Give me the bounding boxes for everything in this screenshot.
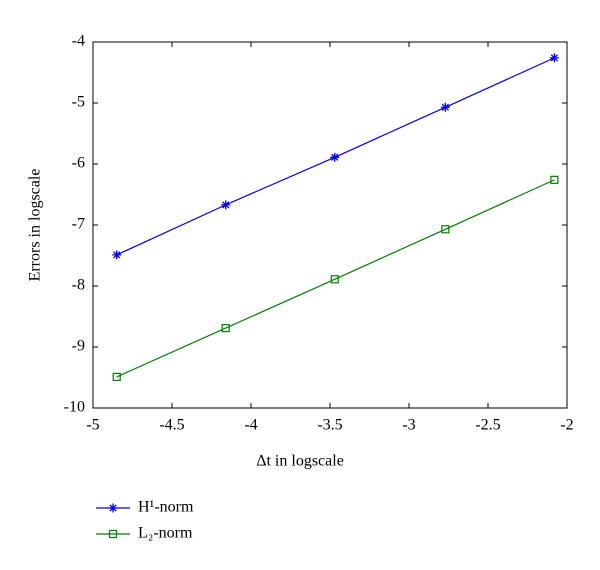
legend-label: L₂-norm: [138, 525, 193, 542]
data-point: [440, 102, 450, 112]
y-tick-label: -7: [72, 216, 85, 233]
y-tick-label: -9: [72, 338, 85, 355]
data-point: [330, 275, 339, 284]
x-tick-label: -4: [244, 417, 257, 434]
plot-frame: [92, 41, 568, 409]
data-point: [221, 323, 230, 333]
legend-marker: [108, 503, 118, 513]
legend-marker: [108, 529, 118, 539]
x-tick-label: -2: [560, 417, 573, 434]
data-point: [112, 250, 122, 260]
y-tick-label: -10: [64, 399, 85, 416]
x-tick-label: -3: [402, 417, 415, 434]
x-tick-label: -5: [86, 417, 99, 434]
y-tick-label: -8: [72, 277, 85, 294]
x-tick-label: -4.5: [159, 417, 184, 434]
x-tick-label: -2.5: [475, 417, 500, 434]
x-tick-label: -3.5: [317, 417, 342, 434]
data-point: [441, 225, 450, 234]
y-tick-label: -6: [72, 155, 85, 172]
y-tick-label: -4: [72, 33, 85, 50]
data-point: [550, 175, 559, 184]
series-line: [116, 179, 555, 378]
legend-label: H¹-norm: [138, 499, 194, 516]
y-tick-label: -5: [72, 94, 85, 111]
data-point: [221, 200, 231, 210]
y-axis-label: Errors in logscale: [27, 169, 44, 282]
data-point: [112, 372, 121, 381]
x-axis-label: Δt in logscale: [256, 453, 344, 470]
data-point: [549, 53, 559, 63]
data-point: [330, 152, 340, 162]
